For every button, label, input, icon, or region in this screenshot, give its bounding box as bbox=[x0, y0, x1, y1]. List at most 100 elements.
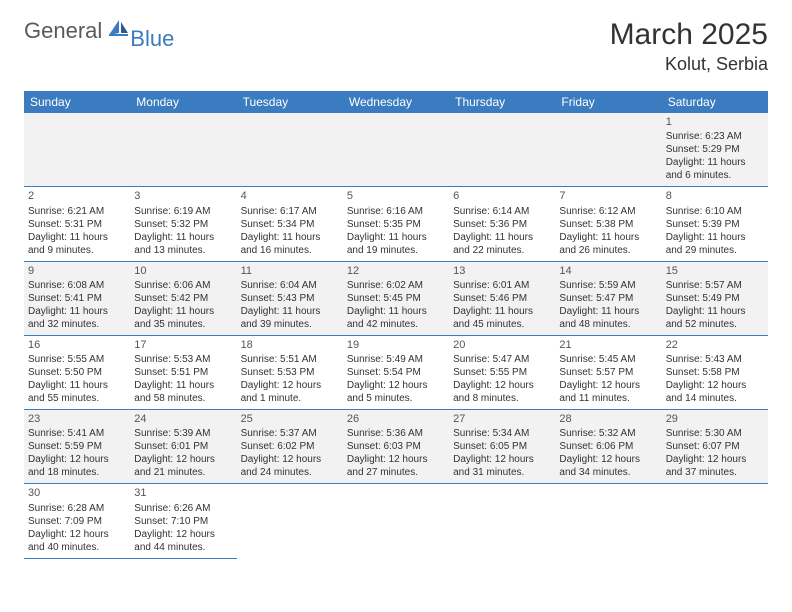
sunrise-text: Sunrise: 5:34 AM bbox=[453, 427, 551, 440]
daylight-text: Daylight: 12 hours and 31 minutes. bbox=[453, 453, 551, 479]
calendar-day-cell: 25Sunrise: 5:37 AMSunset: 6:02 PMDayligh… bbox=[237, 410, 343, 484]
calendar-empty-cell bbox=[555, 484, 661, 558]
sunrise-text: Sunrise: 5:32 AM bbox=[559, 427, 657, 440]
daylight-text: Daylight: 11 hours and 39 minutes. bbox=[241, 305, 339, 331]
daylight-text: Daylight: 12 hours and 11 minutes. bbox=[559, 379, 657, 405]
day-number: 2 bbox=[28, 189, 126, 203]
sunrise-text: Sunrise: 5:41 AM bbox=[28, 427, 126, 440]
sunset-text: Sunset: 5:57 PM bbox=[559, 366, 657, 379]
day-header: Wednesday bbox=[343, 91, 449, 113]
daylight-text: Daylight: 11 hours and 16 minutes. bbox=[241, 231, 339, 257]
sunset-text: Sunset: 5:35 PM bbox=[347, 218, 445, 231]
sunrise-text: Sunrise: 6:10 AM bbox=[666, 205, 764, 218]
sunrise-text: Sunrise: 6:01 AM bbox=[453, 279, 551, 292]
sunset-text: Sunset: 5:43 PM bbox=[241, 292, 339, 305]
day-number: 6 bbox=[453, 189, 551, 203]
day-number: 9 bbox=[28, 264, 126, 278]
sunset-text: Sunset: 5:53 PM bbox=[241, 366, 339, 379]
daylight-text: Daylight: 11 hours and 22 minutes. bbox=[453, 231, 551, 257]
day-number: 14 bbox=[559, 264, 657, 278]
daylight-text: Daylight: 12 hours and 18 minutes. bbox=[28, 453, 126, 479]
day-number: 26 bbox=[347, 412, 445, 426]
calendar-day-cell: 26Sunrise: 5:36 AMSunset: 6:03 PMDayligh… bbox=[343, 410, 449, 484]
sunset-text: Sunset: 5:45 PM bbox=[347, 292, 445, 305]
sunrise-text: Sunrise: 6:14 AM bbox=[453, 205, 551, 218]
calendar-day-cell: 1Sunrise: 6:23 AMSunset: 5:29 PMDaylight… bbox=[662, 113, 768, 187]
daylight-text: Daylight: 11 hours and 19 minutes. bbox=[347, 231, 445, 257]
calendar-week-row: 2Sunrise: 6:21 AMSunset: 5:31 PMDaylight… bbox=[24, 187, 768, 261]
day-number: 1 bbox=[666, 115, 764, 129]
day-header: Monday bbox=[130, 91, 236, 113]
daylight-text: Daylight: 12 hours and 14 minutes. bbox=[666, 379, 764, 405]
sunset-text: Sunset: 5:41 PM bbox=[28, 292, 126, 305]
calendar-week-row: 16Sunrise: 5:55 AMSunset: 5:50 PMDayligh… bbox=[24, 335, 768, 409]
day-number: 8 bbox=[666, 189, 764, 203]
sunset-text: Sunset: 5:34 PM bbox=[241, 218, 339, 231]
day-header: Sunday bbox=[24, 91, 130, 113]
daylight-text: Daylight: 12 hours and 21 minutes. bbox=[134, 453, 232, 479]
day-header-row: SundayMondayTuesdayWednesdayThursdayFrid… bbox=[24, 91, 768, 113]
sunrise-text: Sunrise: 6:02 AM bbox=[347, 279, 445, 292]
sunrise-text: Sunrise: 5:55 AM bbox=[28, 353, 126, 366]
daylight-text: Daylight: 11 hours and 58 minutes. bbox=[134, 379, 232, 405]
sunset-text: Sunset: 5:49 PM bbox=[666, 292, 764, 305]
sunrise-text: Sunrise: 6:21 AM bbox=[28, 205, 126, 218]
sunset-text: Sunset: 5:55 PM bbox=[453, 366, 551, 379]
calendar-day-cell: 12Sunrise: 6:02 AMSunset: 5:45 PMDayligh… bbox=[343, 261, 449, 335]
day-header: Friday bbox=[555, 91, 661, 113]
sunrise-text: Sunrise: 5:47 AM bbox=[453, 353, 551, 366]
calendar-empty-cell bbox=[662, 484, 768, 558]
sunset-text: Sunset: 6:02 PM bbox=[241, 440, 339, 453]
calendar-body: 1Sunrise: 6:23 AMSunset: 5:29 PMDaylight… bbox=[24, 113, 768, 558]
daylight-text: Daylight: 11 hours and 9 minutes. bbox=[28, 231, 126, 257]
sunrise-text: Sunrise: 6:12 AM bbox=[559, 205, 657, 218]
sunset-text: Sunset: 6:07 PM bbox=[666, 440, 764, 453]
daylight-text: Daylight: 11 hours and 29 minutes. bbox=[666, 231, 764, 257]
sunset-text: Sunset: 6:01 PM bbox=[134, 440, 232, 453]
calendar-day-cell: 6Sunrise: 6:14 AMSunset: 5:36 PMDaylight… bbox=[449, 187, 555, 261]
sunrise-text: Sunrise: 5:36 AM bbox=[347, 427, 445, 440]
day-number: 12 bbox=[347, 264, 445, 278]
sunset-text: Sunset: 5:58 PM bbox=[666, 366, 764, 379]
calendar-day-cell: 2Sunrise: 6:21 AMSunset: 5:31 PMDaylight… bbox=[24, 187, 130, 261]
calendar-empty-cell bbox=[130, 113, 236, 187]
day-number: 23 bbox=[28, 412, 126, 426]
calendar-day-cell: 21Sunrise: 5:45 AMSunset: 5:57 PMDayligh… bbox=[555, 335, 661, 409]
sunrise-text: Sunrise: 6:06 AM bbox=[134, 279, 232, 292]
calendar-day-cell: 13Sunrise: 6:01 AMSunset: 5:46 PMDayligh… bbox=[449, 261, 555, 335]
logo-text-blue: Blue bbox=[130, 26, 174, 52]
day-number: 17 bbox=[134, 338, 232, 352]
day-header: Tuesday bbox=[237, 91, 343, 113]
day-number: 18 bbox=[241, 338, 339, 352]
day-header: Thursday bbox=[449, 91, 555, 113]
calendar-day-cell: 8Sunrise: 6:10 AMSunset: 5:39 PMDaylight… bbox=[662, 187, 768, 261]
calendar-day-cell: 31Sunrise: 6:26 AMSunset: 7:10 PMDayligh… bbox=[130, 484, 236, 558]
calendar-day-cell: 17Sunrise: 5:53 AMSunset: 5:51 PMDayligh… bbox=[130, 335, 236, 409]
daylight-text: Daylight: 11 hours and 48 minutes. bbox=[559, 305, 657, 331]
sunset-text: Sunset: 6:06 PM bbox=[559, 440, 657, 453]
sunset-text: Sunset: 5:51 PM bbox=[134, 366, 232, 379]
daylight-text: Daylight: 12 hours and 44 minutes. bbox=[134, 528, 232, 554]
calendar-day-cell: 10Sunrise: 6:06 AMSunset: 5:42 PMDayligh… bbox=[130, 261, 236, 335]
day-number: 24 bbox=[134, 412, 232, 426]
calendar-table: SundayMondayTuesdayWednesdayThursdayFrid… bbox=[24, 91, 768, 559]
sunset-text: Sunset: 5:54 PM bbox=[347, 366, 445, 379]
day-number: 22 bbox=[666, 338, 764, 352]
day-number: 21 bbox=[559, 338, 657, 352]
sunset-text: Sunset: 5:42 PM bbox=[134, 292, 232, 305]
calendar-day-cell: 4Sunrise: 6:17 AMSunset: 5:34 PMDaylight… bbox=[237, 187, 343, 261]
sunrise-text: Sunrise: 5:37 AM bbox=[241, 427, 339, 440]
daylight-text: Daylight: 12 hours and 27 minutes. bbox=[347, 453, 445, 479]
header: General Blue March 2025 Kolut, Serbia bbox=[0, 0, 792, 83]
sunrise-text: Sunrise: 6:04 AM bbox=[241, 279, 339, 292]
day-number: 5 bbox=[347, 189, 445, 203]
day-number: 31 bbox=[134, 486, 232, 500]
sunrise-text: Sunrise: 5:59 AM bbox=[559, 279, 657, 292]
day-header: Saturday bbox=[662, 91, 768, 113]
sunrise-text: Sunrise: 5:43 AM bbox=[666, 353, 764, 366]
daylight-text: Daylight: 11 hours and 13 minutes. bbox=[134, 231, 232, 257]
daylight-text: Daylight: 12 hours and 24 minutes. bbox=[241, 453, 339, 479]
daylight-text: Daylight: 12 hours and 5 minutes. bbox=[347, 379, 445, 405]
daylight-text: Daylight: 11 hours and 42 minutes. bbox=[347, 305, 445, 331]
daylight-text: Daylight: 12 hours and 1 minute. bbox=[241, 379, 339, 405]
